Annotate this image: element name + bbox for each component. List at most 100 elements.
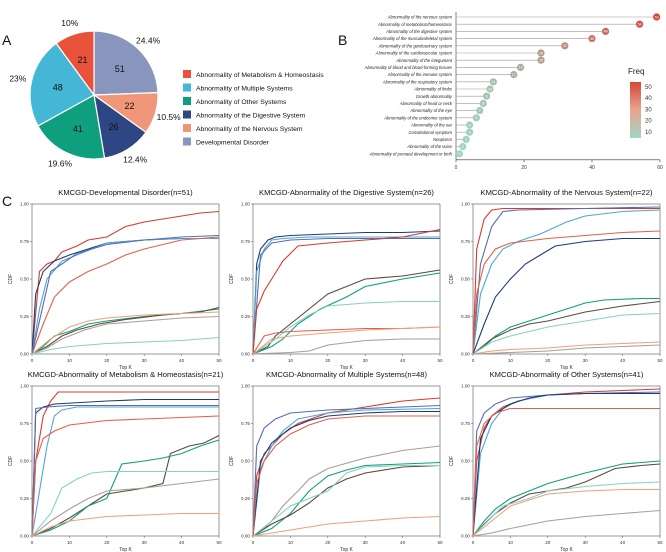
cdf-y-tick-label: 0.25 [461, 496, 470, 501]
cdf-y-tick-label: 0.75 [461, 239, 470, 244]
cdf-y-axis-label: CDF [449, 274, 455, 284]
lollipop-value: 3 [465, 138, 467, 142]
cdf-x-tick-label: 40 [400, 358, 406, 363]
cdf-x-tick-label: 0 [252, 540, 255, 545]
cdf-x-tick-label: 20 [325, 358, 331, 363]
lollipop-category-label: Abnormality of prenatal development or b… [369, 151, 453, 156]
cdf-x-axis-label: Top K [340, 547, 353, 552]
color-legend-bar [630, 82, 641, 138]
cdf-series-line [252, 464, 440, 537]
pie-value-label: 51 [115, 64, 125, 74]
lollipop-value: 9 [486, 95, 488, 99]
cdf-panel: KMCGD-Abnormality of the Nervous System(… [449, 188, 663, 371]
legend-swatch [183, 110, 191, 119]
lollipop-value: 44 [604, 30, 608, 34]
cdf-panel: KMCGD-Developmental Disorder(n=51) 0 10 20 3… [8, 188, 222, 371]
cdf-series-line [31, 236, 220, 355]
color-legend-title: Freq [628, 67, 644, 76]
lollipop-category-label: Abnormality of head or neck [399, 101, 453, 106]
legend-swatch [183, 83, 191, 92]
cdf-series-line [472, 488, 660, 537]
lollipop-value: 2 [462, 145, 464, 149]
cdf-x-tick-label: 40 [620, 540, 626, 545]
cdf-y-tick-label: 1.00 [20, 384, 29, 389]
cdf-series-line [472, 392, 660, 537]
legend-label: Abnormality of Other Systems [196, 99, 287, 106]
cdf-x-tick-label: 30 [363, 358, 369, 363]
lollipop-value: 25 [539, 51, 543, 55]
pie-percent-label: 24.4% [136, 35, 161, 45]
lollipop-value: 10 [488, 87, 492, 91]
lollipop-dot [537, 56, 545, 64]
lollipop-dot [479, 99, 487, 107]
pie-percent-label: 10% [61, 18, 78, 28]
cdf-series-line [31, 470, 219, 537]
cdf-x-tick-label: 50 [657, 358, 663, 363]
cdf-panel-title: KMCGD-Abnormality of Multiple Systems(n=… [266, 370, 427, 379]
lollipop-category-label: Abnormality of the integument [395, 58, 452, 63]
lollipop-dot [462, 135, 470, 143]
cdf-y-tick-label: 0.25 [241, 314, 250, 319]
cdf-panel-title: KMCGD-Abnormality of Metabolism & Homeos… [28, 370, 224, 379]
lollipop-category-label: Abnormality of metabolism/homeostasis [377, 22, 453, 27]
cdf-y-tick-label: 0.50 [20, 277, 29, 282]
lollipop-category-label: Abnormality of the musculoskeletal syste… [372, 36, 453, 41]
lollipop-value: 17 [512, 73, 516, 77]
lollipop-dot [510, 71, 518, 79]
cdf-series-line [472, 344, 661, 355]
cdf-x-tick-label: 50 [657, 540, 663, 545]
cdf-y-axis-label: CDF [449, 456, 455, 466]
cdf-y-tick-label: 0.25 [20, 496, 29, 501]
legend-label: Developmental Disorder [196, 140, 270, 147]
cdf-y-tick-label: 1.00 [461, 202, 470, 207]
pie-percent-label: 10.5% [157, 112, 182, 122]
cdf-series-line [252, 407, 441, 537]
cdf-x-tick-label: 20 [104, 358, 110, 363]
cdf-series-line [472, 341, 661, 355]
cdf-x-axis-label: Top K [560, 547, 573, 552]
lollipop-category-label: Abnormality of limbs [413, 87, 453, 92]
cdf-series-line [252, 515, 441, 537]
lollipop-category-label: Abnormality of the ear [410, 123, 453, 128]
cdf-series-line [472, 481, 661, 537]
lollipop-category-label: Abnormality of the immune system [387, 72, 453, 77]
cdf-series-line [252, 415, 440, 537]
cdf-panel: KMCGD-Abnormality of Metabolism & Homeos… [8, 370, 224, 552]
cdf-series-line [472, 209, 661, 355]
cdf-series-line [31, 439, 220, 537]
lollipop-category-label: Abnormality of the digestive system [385, 29, 452, 34]
pie-value-label: 41 [73, 124, 83, 134]
lollipop-value: 7 [479, 109, 481, 113]
cdf-y-tick-label: 0.75 [20, 421, 29, 426]
cdf-x-tick-label: 20 [325, 540, 331, 545]
lollipop-value: 4 [469, 131, 471, 135]
color-legend-tick: 40 [645, 96, 652, 102]
legend-label: Abnormality of Multiple Systems [196, 86, 293, 93]
cdf-panel-title: KMCGD-Abnormality of the Nervous System(… [481, 188, 653, 197]
pie-slice [93, 30, 159, 96]
pie-percent-label: 12.4% [123, 155, 148, 165]
cdf-x-tick-label: 10 [508, 540, 514, 545]
lollipop-category-label: Abnormality of the respiratory system [382, 79, 453, 84]
cdf-y-axis-label: CDF [8, 456, 14, 466]
cdf-y-axis-label: CDF [229, 456, 235, 466]
lollipop-chart: 0 20 40 60 59 Abnormality of the nervous syst… [364, 12, 663, 171]
lollipop-category-label: Abnormality of the cardiovascular system [375, 51, 453, 56]
lollipop-dot [517, 63, 525, 71]
cdf-x-tick-label: 40 [400, 540, 406, 545]
lollipop-value: 40 [590, 37, 594, 41]
cdf-x-tick-label: 0 [252, 358, 255, 363]
cdf-plot-frame [31, 203, 220, 355]
legend-swatch [183, 97, 191, 105]
cdf-x-axis-label: Top K [119, 365, 132, 371]
cdf-x-tick-label: 10 [67, 540, 73, 545]
panel-letter-a: A [2, 32, 12, 48]
lollipop-category-label: Abnormality of the eye [409, 108, 452, 113]
cdf-series-line [472, 460, 661, 537]
pie-percent-label: 23% [9, 74, 26, 84]
legend-swatch [183, 124, 191, 132]
cdf-plot-frame [31, 385, 220, 537]
cdf-x-tick-label: 10 [508, 358, 514, 363]
cdf-x-tick-label: 0 [472, 540, 475, 545]
lollipop-category-label: Neoplasm [433, 137, 452, 142]
